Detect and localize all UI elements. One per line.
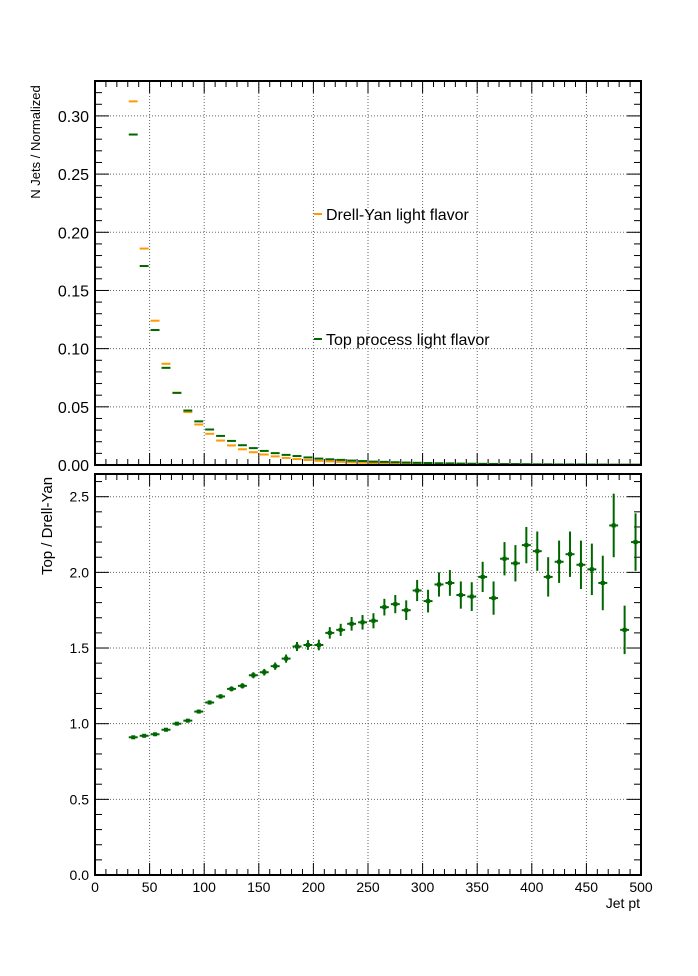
ratio-point (347, 616, 357, 631)
bottom-series-group (128, 493, 640, 740)
bottom-y-tick-label: 0.0 (70, 867, 90, 883)
ratio-point (390, 595, 400, 614)
ratio-point (543, 557, 553, 597)
bottom-gridlines (95, 474, 641, 875)
top-y-axis-label: N Jets / Normalized (28, 85, 43, 198)
bottom-y-axis-label: Top / Drell-Yan (39, 477, 56, 575)
ratio-point (336, 623, 346, 636)
bottom-y-tick-label: 1.0 (70, 716, 90, 732)
bottom-x-tick-label: 50 (142, 879, 158, 895)
ratio-point (216, 694, 226, 699)
ratio-point (281, 654, 291, 663)
ratio-point (521, 526, 531, 564)
ratio-point (172, 721, 182, 726)
bottom-x-tick-label: 0 (91, 879, 99, 895)
ratio-point (532, 531, 542, 571)
top-y-tick-label: 0.20 (58, 225, 89, 242)
top-axis-ticks: 0.00 0.05 0.10 0.15 0.20 0.25 0.30 (58, 81, 642, 475)
bottom-x-tick-label: 350 (466, 879, 490, 895)
bottom-x-tick-label: 200 (302, 879, 326, 895)
top-y-tick-label: 0.10 (58, 342, 89, 359)
ratio-point (325, 627, 335, 639)
bottom-x-axis-label: Jet pt (606, 895, 640, 911)
ratio-point (598, 555, 608, 611)
top-y-tick-label: 0.05 (58, 400, 89, 417)
ratio-point (456, 581, 466, 609)
top-y-tick-label: 0.00 (58, 458, 89, 475)
top-legend: Drell-Yan light flavor Top process light… (314, 207, 490, 349)
ratio-point (194, 709, 204, 714)
legend-label-top-process: Top process light flavor (326, 332, 490, 349)
ratio-point (292, 641, 302, 652)
top-gridlines (95, 81, 641, 465)
ratio-point (423, 589, 433, 613)
bottom-x-tick-label: 500 (629, 879, 653, 895)
top-panel: 0.00 0.05 0.10 0.15 0.20 0.25 0.30 Drell-Yan l… (28, 80, 642, 475)
ratio-point (314, 639, 324, 651)
ratio-point (467, 582, 477, 611)
ratio-point (303, 640, 313, 650)
bottom-x-tick-label: 100 (193, 879, 217, 895)
ratio-point (270, 662, 280, 670)
ratio-point (237, 683, 247, 689)
ratio-point (412, 579, 422, 602)
ratio-point (183, 718, 193, 723)
ratio-point (489, 581, 499, 615)
ratio-point (554, 540, 564, 583)
ratio-point (576, 540, 586, 590)
ratio-point (401, 600, 411, 621)
ratio-point (205, 700, 215, 705)
ratio-point (259, 668, 269, 676)
ratio-point (500, 542, 509, 576)
ratio-point (227, 686, 236, 692)
ratio-point (478, 561, 488, 593)
legend-label-drell-yan: Drell-Yan light flavor (326, 207, 470, 224)
ratio-point (434, 572, 444, 597)
ratio-point (358, 615, 367, 630)
ratio-point (631, 513, 640, 571)
ratio-point (139, 733, 149, 738)
ratio-point (587, 543, 597, 596)
ratio-point (510, 545, 520, 582)
ratio-point (445, 570, 455, 596)
top-plot-frame (94, 80, 642, 466)
bottom-x-tick-label: 300 (411, 879, 435, 895)
bottom-y-tick-label: 0.5 (70, 791, 90, 807)
ratio-point (248, 672, 258, 679)
bottom-y-tick-label: 2.0 (70, 564, 90, 580)
bottom-x-tick-label: 450 (575, 879, 599, 895)
bottom-plot-frame (94, 473, 642, 876)
bottom-x-tick-label: 250 (356, 879, 380, 895)
ratio-point (161, 727, 171, 732)
ratio-point (150, 732, 160, 737)
ratio-point (620, 605, 630, 655)
ratio-point (565, 531, 575, 577)
ratio-point (128, 735, 138, 740)
bottom-y-tick-label: 2.5 (70, 489, 90, 505)
bottom-panel: 0 50 100 150 200 250 300 350 400 450 500 0.0 0.5 1.0 1… (39, 473, 653, 911)
bottom-x-tick-label: 400 (520, 879, 544, 895)
bottom-x-tick-label: 150 (247, 879, 271, 895)
ratio-point (379, 598, 389, 616)
top-y-tick-label: 0.30 (58, 109, 89, 126)
top-y-tick-label: 0.25 (58, 167, 89, 184)
top-y-tick-label: 0.15 (58, 283, 89, 300)
ratio-point (369, 613, 378, 629)
bottom-y-tick-label: 1.5 (70, 640, 90, 656)
ratio-point (609, 493, 619, 558)
